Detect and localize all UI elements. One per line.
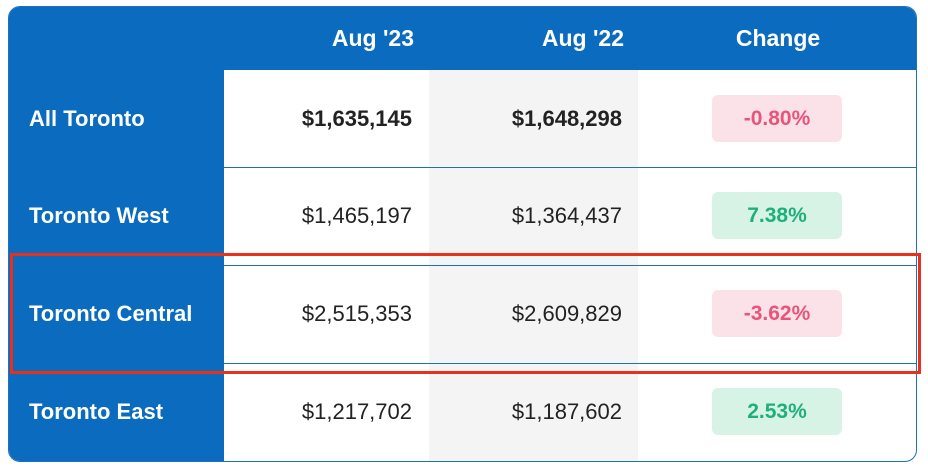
table-row: Toronto Central $2,515,353 $2,609,829 -3… <box>9 265 916 363</box>
value-aug23: $1,465,197 <box>301 203 412 228</box>
region-label: Toronto West <box>29 203 169 228</box>
value-aug23: $1,217,702 <box>301 399 412 424</box>
table-row: All Toronto $1,635,145 $1,648,298 -0.80% <box>9 70 916 168</box>
value-aug22: $1,648,298 <box>511 106 622 131</box>
price-comparison-table: Aug '23 Aug '22 Change All Toronto $1,63… <box>8 6 917 462</box>
value-aug23: $2,515,353 <box>301 301 412 326</box>
region-label-column <box>9 7 224 461</box>
region-label: All Toronto <box>29 106 145 131</box>
table-row: Toronto East $1,217,702 $1,187,602 2.53% <box>9 363 916 461</box>
value-aug23: $1,635,145 <box>301 106 412 131</box>
row-divider <box>224 167 916 168</box>
region-label: Toronto East <box>29 399 164 424</box>
change-badge: -0.80% <box>712 95 842 142</box>
row-divider <box>224 363 916 364</box>
row-divider <box>224 265 916 266</box>
table-row: Toronto West $1,465,197 $1,364,437 7.38% <box>9 167 916 265</box>
change-badge: -3.62% <box>712 290 842 337</box>
header-aug23: Aug '23 <box>331 25 414 51</box>
value-aug22: $2,609,829 <box>511 301 622 326</box>
change-badge: 2.53% <box>712 388 842 435</box>
change-badge: 7.38% <box>712 192 842 239</box>
region-label: Toronto Central <box>29 301 193 326</box>
header-aug22: Aug '22 <box>541 25 624 51</box>
value-aug22: $1,187,602 <box>511 399 622 424</box>
header-change: Change <box>735 25 821 51</box>
value-aug22: $1,364,437 <box>511 203 622 228</box>
